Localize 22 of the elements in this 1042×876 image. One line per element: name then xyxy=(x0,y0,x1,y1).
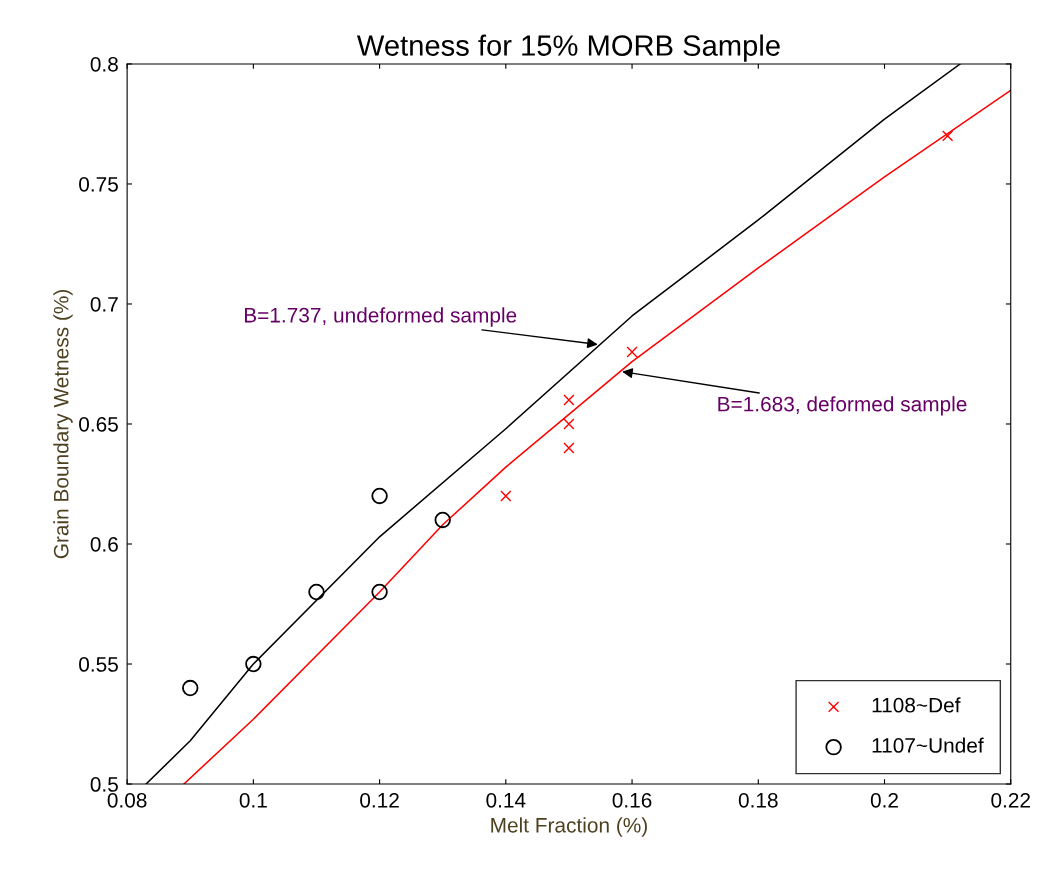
x-tick-label: 0.2 xyxy=(870,792,898,808)
x-tick-label: 0.12 xyxy=(360,792,399,808)
chart-title: Wetness for 15% MORB Sample xyxy=(356,34,780,62)
x-tick-label: 0.16 xyxy=(612,792,652,808)
x-axis-title: Melt Fraction (%) xyxy=(491,817,647,837)
y-axis-title: Grain Boundary Wetness (%) xyxy=(53,289,73,559)
x-tick-label: 0.22 xyxy=(991,792,1030,808)
x-tick-label: 0.08 xyxy=(107,792,147,808)
y-tick-label: 0.8 xyxy=(90,56,118,72)
annotation: B=1.683, deformed sample xyxy=(718,396,967,416)
legend-label: 1107~Undef xyxy=(872,737,984,753)
x-tick-label: 0.18 xyxy=(738,792,778,808)
y-tick-label: 0.7 xyxy=(90,296,118,312)
y-tick-label: 0.55 xyxy=(79,657,118,672)
y-tick-label: 0.75 xyxy=(79,176,118,192)
x-tick-label: 0.1 xyxy=(239,792,267,808)
y-tick-label: 0.5 xyxy=(90,777,118,792)
annotation: B=1.737, undeformed sample xyxy=(244,307,517,327)
x-tick-label: 0.14 xyxy=(486,792,526,808)
y-tick-label: 0.6 xyxy=(90,537,118,552)
y-tick-label: 0.65 xyxy=(79,416,118,432)
legend-label: 1108~Def xyxy=(872,697,961,713)
